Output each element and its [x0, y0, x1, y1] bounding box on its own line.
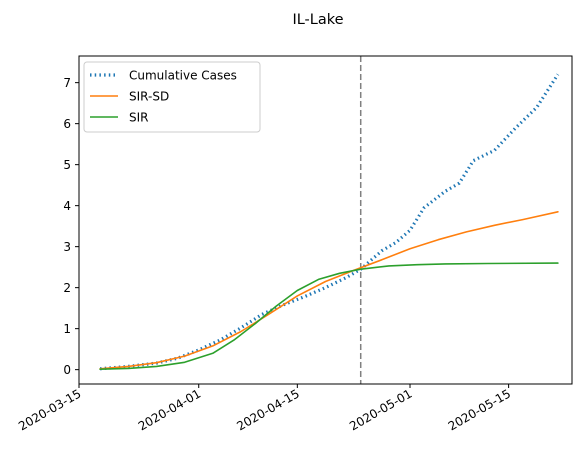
x-tick-label: 2020-05-01	[347, 386, 414, 433]
x-axis: 2020-03-15 2020-04-01 2020-04-15 2020-05-01…	[16, 384, 513, 433]
y-axis: 0 1 2 3 4 5 6 7	[63, 76, 79, 377]
series-line-3	[99, 262, 559, 371]
legend: Cumulative Cases SIR-SD SIR	[83, 61, 261, 133]
x-tick-label: 2020-04-15	[234, 386, 301, 433]
axes-frame	[78, 55, 573, 385]
series-line-2	[99, 211, 559, 370]
y-tick-label: 0	[63, 363, 71, 377]
plot-series	[99, 56, 560, 384]
x-tick-label: 2020-04-01	[136, 386, 203, 433]
legend-label: SIR-SD	[129, 89, 169, 103]
chart-title: IL-Lake	[292, 12, 343, 28]
y-tick-label: 2	[63, 281, 71, 295]
x-tick-label: 2020-05-15	[446, 386, 513, 433]
y-tick-label: 5	[63, 158, 71, 172]
y-tick-label: 3	[63, 240, 71, 254]
y-tick-label: 4	[63, 199, 71, 213]
legend-label: SIR	[129, 110, 149, 124]
legend-label: Cumulative Cases	[129, 68, 237, 82]
y-tick-label: 1	[63, 322, 71, 336]
y-tick-label: 7	[63, 76, 71, 90]
y-tick-label: 6	[63, 117, 71, 131]
legend-frame	[83, 61, 261, 133]
x-tick-label: 2020-03-15	[16, 386, 83, 433]
